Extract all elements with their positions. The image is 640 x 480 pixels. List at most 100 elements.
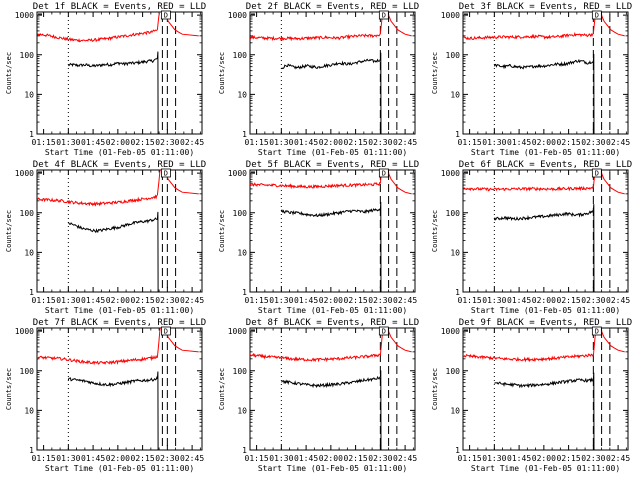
interval-box-label: D xyxy=(382,170,386,178)
interval-box-label: D xyxy=(595,328,599,336)
lld-series-line xyxy=(463,328,625,363)
x-axis-label: Start Time (01-Feb-05 01:11:00) xyxy=(258,464,407,473)
y-axis-label: Counts/sec xyxy=(5,52,13,94)
y-tick-label: 1 xyxy=(29,446,34,455)
x-axis-label: Start Time (01-Feb-05 01:11:00) xyxy=(471,306,620,315)
lld-series-line xyxy=(463,170,625,195)
lld-series-line xyxy=(250,170,412,195)
x-tick-label: 02:00 xyxy=(532,454,556,463)
x-tick-label: 01:15 xyxy=(245,296,269,305)
x-tick-label: 02:45 xyxy=(180,296,204,305)
interval-box xyxy=(591,326,602,336)
x-axis-label: Start Time (01-Feb-05 01:11:00) xyxy=(258,306,407,315)
panel-title: Det 1f BLACK = Events, RED = LLD xyxy=(33,2,206,12)
x-tick-label: 02:00 xyxy=(532,296,556,305)
interval-box-label: D xyxy=(164,328,168,336)
events-series-line xyxy=(280,201,382,292)
y-tick-label: 100 xyxy=(233,51,248,60)
events-series-line xyxy=(67,51,159,134)
x-tick-label: 01:15 xyxy=(458,138,482,147)
detector-panel: Det 3f BLACK = Events, RED = LLD 1 10 100 10… xyxy=(431,2,632,157)
x-axis-label: Start Time (01-Feb-05 01:11:00) xyxy=(45,148,194,157)
interval-box-label: D xyxy=(164,12,168,20)
x-tick-label: 02:15 xyxy=(131,296,155,305)
detector-panel: Det 4f BLACK = Events, RED = LLD 1 10 100 10… xyxy=(5,160,206,315)
lld-series-line xyxy=(463,12,625,41)
interval-box xyxy=(591,168,602,178)
panel-title: Det 7f BLACK = Events, RED = LLD xyxy=(33,318,206,328)
events-series-line xyxy=(67,211,159,292)
plot-frame xyxy=(462,169,629,293)
interval-box-label: D xyxy=(164,170,168,178)
plot-frame xyxy=(36,169,203,293)
x-tick-label: 01:30 xyxy=(56,454,80,463)
x-tick-label: 01:30 xyxy=(56,138,80,147)
x-tick-label: 01:30 xyxy=(482,138,506,147)
y-tick-label: 1 xyxy=(455,130,460,139)
x-tick-label: 02:00 xyxy=(319,138,343,147)
x-tick-label: 02:15 xyxy=(557,454,581,463)
detector-panel: Det 1f BLACK = Events, RED = LLD 1 10 100 10… xyxy=(5,2,206,157)
y-tick-label: 100 xyxy=(20,367,35,376)
events-series-line xyxy=(281,370,382,450)
x-tick-label: 01:45 xyxy=(294,454,318,463)
y-tick-label: 100 xyxy=(233,367,248,376)
lld-series-line xyxy=(37,170,199,207)
y-axis-label: Counts/sec xyxy=(218,368,226,410)
y-tick-label: 10 xyxy=(24,406,34,415)
y-tick-label: 1 xyxy=(242,130,247,139)
y-tick-label: 1000 xyxy=(228,327,247,336)
x-tick-label: 02:30 xyxy=(581,296,605,305)
y-tick-label: 1000 xyxy=(441,327,460,336)
plot-frame xyxy=(36,327,203,451)
y-tick-label: 10 xyxy=(237,90,247,99)
interval-box xyxy=(378,168,389,178)
events-series-line xyxy=(493,53,595,134)
detector-panel: Det 8f BLACK = Events, RED = LLD 1 10 100 10… xyxy=(218,318,419,473)
x-tick-label: 02:45 xyxy=(180,454,204,463)
y-tick-label: 1000 xyxy=(228,169,247,178)
events-series-line xyxy=(281,52,382,134)
y-tick-label: 100 xyxy=(233,209,248,218)
x-tick-label: 02:30 xyxy=(155,454,179,463)
x-tick-label: 02:30 xyxy=(581,138,605,147)
lld-series-line xyxy=(37,12,199,43)
y-tick-label: 100 xyxy=(446,51,461,60)
y-axis-label: Counts/sec xyxy=(5,210,13,252)
panel-title: Det 6f BLACK = Events, RED = LLD xyxy=(459,160,632,170)
x-tick-label: 02:00 xyxy=(319,296,343,305)
x-tick-label: 01:30 xyxy=(482,454,506,463)
y-axis-label: Counts/sec xyxy=(218,210,226,252)
x-axis-label: Start Time (01-Feb-05 01:11:00) xyxy=(258,148,407,157)
y-tick-label: 100 xyxy=(446,209,461,218)
x-tick-label: 02:30 xyxy=(368,296,392,305)
y-tick-label: 1 xyxy=(29,130,34,139)
x-tick-label: 02:30 xyxy=(155,138,179,147)
x-tick-label: 02:30 xyxy=(368,454,392,463)
x-tick-label: 02:45 xyxy=(606,454,630,463)
y-tick-label: 10 xyxy=(450,248,460,257)
panel-title: Det 5f BLACK = Events, RED = LLD xyxy=(246,160,419,170)
x-tick-label: 02:45 xyxy=(393,138,417,147)
y-tick-label: 1 xyxy=(242,446,247,455)
x-tick-label: 02:45 xyxy=(393,454,417,463)
interval-box xyxy=(378,10,389,20)
x-tick-label: 02:00 xyxy=(532,138,556,147)
y-tick-label: 1 xyxy=(455,446,460,455)
x-tick-label: 02:00 xyxy=(106,296,130,305)
events-series-line xyxy=(494,372,595,450)
x-tick-label: 01:45 xyxy=(81,454,105,463)
panel-title: Det 4f BLACK = Events, RED = LLD xyxy=(33,160,206,170)
x-tick-label: 02:00 xyxy=(319,454,343,463)
plot-frame xyxy=(462,11,629,135)
lld-series-line xyxy=(250,12,412,42)
detector-panel: Det 6f BLACK = Events, RED = LLD 1 10 100 10… xyxy=(431,160,632,315)
plot-frame xyxy=(249,169,416,293)
x-tick-label: 01:45 xyxy=(294,138,318,147)
detector-panel: Det 2f BLACK = Events, RED = LLD 1 10 100 10… xyxy=(218,2,419,157)
x-tick-label: 01:45 xyxy=(507,138,531,147)
interval-box xyxy=(160,326,171,336)
x-tick-label: 02:30 xyxy=(368,138,392,147)
y-tick-label: 1000 xyxy=(228,11,247,20)
